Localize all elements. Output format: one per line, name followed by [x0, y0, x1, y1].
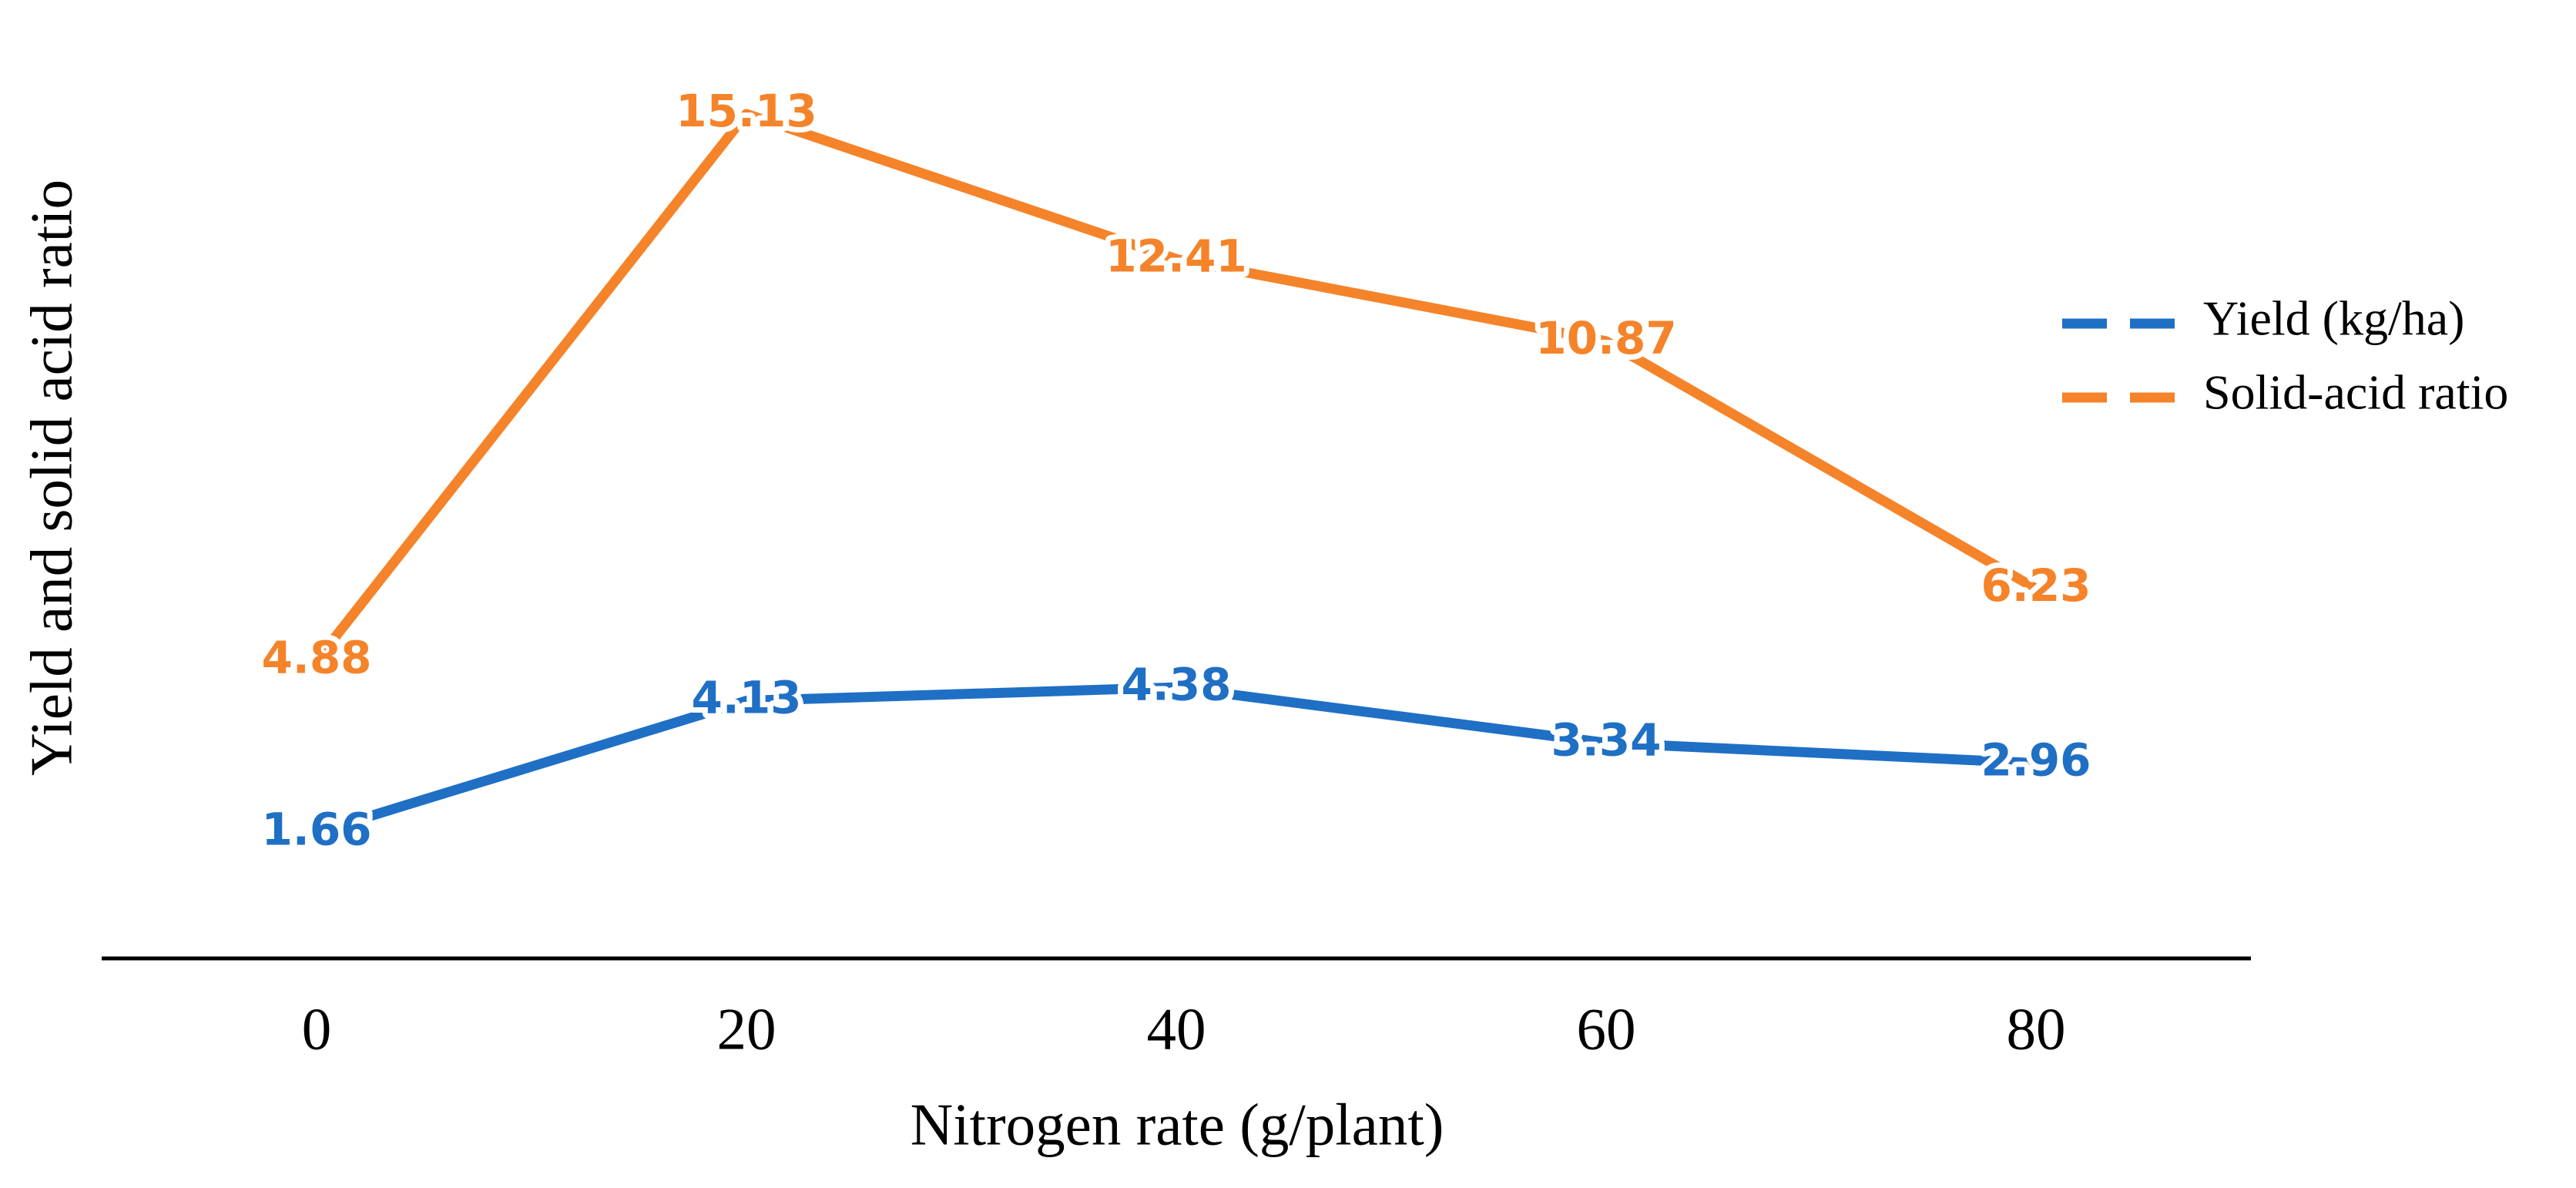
legend-label: Solid-acid ratio [2203, 365, 2508, 420]
legend-label: Yield (kg/ha) [2203, 291, 2464, 346]
x-tick-label: 40 [1147, 996, 1206, 1062]
data-label: 15.13 [676, 85, 817, 137]
data-label: 4.88 [261, 632, 371, 684]
x-tick-label: 0 [302, 996, 332, 1062]
x-tick-label: 60 [1577, 996, 1636, 1062]
series-line [315, 682, 2037, 837]
data-label: 2.96 [1981, 734, 2091, 787]
y-axis-title: Yield and solid acid ratio [18, 180, 85, 776]
data-label: 3.34 [1551, 713, 1661, 766]
data-label: 1.66 [261, 804, 371, 856]
data-label: 4.38 [1121, 658, 1231, 710]
x-axis-title: Nitrogen rate (g/plant) [911, 1092, 1444, 1158]
x-tick-label: 80 [2007, 996, 2066, 1062]
series-line [312, 109, 2039, 664]
data-label: 10.87 [1535, 312, 1676, 364]
x-tick-label: 20 [717, 996, 776, 1062]
data-label: 4.13 [691, 672, 801, 724]
data-label: 6.23 [1981, 559, 2091, 612]
data-label: 12.41 [1105, 230, 1246, 282]
